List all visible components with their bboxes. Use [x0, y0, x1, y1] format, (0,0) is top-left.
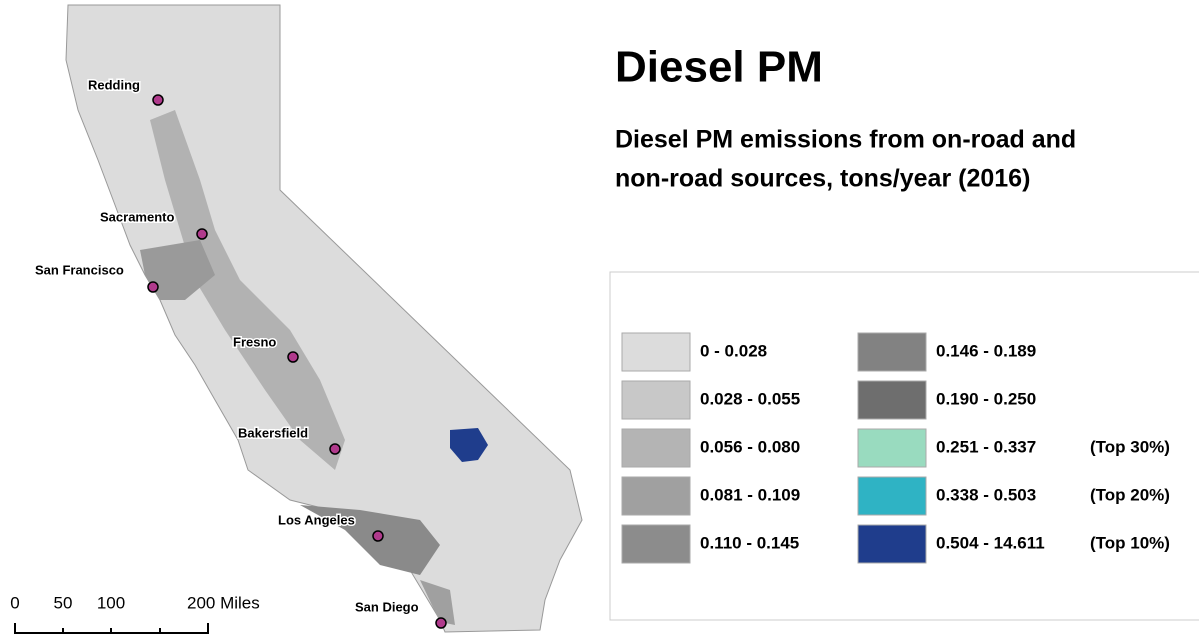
map-title: Diesel PM	[615, 43, 823, 92]
legend-label: 0.110 - 0.145	[700, 533, 799, 552]
scale-label: 100	[97, 593, 125, 612]
city-dot	[196, 228, 208, 240]
legend-label: 0 - 0.028	[700, 341, 767, 360]
legend-label: 0.146 - 0.189	[936, 341, 1036, 360]
city-label: Los Angeles	[278, 512, 355, 527]
legend-swatch	[857, 476, 927, 516]
top-county	[450, 428, 488, 462]
california-map	[65, 4, 583, 633]
legend-swatch	[621, 380, 691, 420]
scale-label: 50	[54, 593, 73, 612]
bay-area	[140, 240, 215, 300]
city-dot	[329, 443, 341, 455]
scale-line	[14, 623, 209, 634]
city-dot	[287, 351, 299, 363]
scale-label: 0	[10, 593, 19, 612]
city-label: Bakersfield	[238, 425, 308, 440]
legend-swatch	[857, 380, 927, 420]
city-label: San Diego	[355, 599, 419, 614]
legend-swatch	[857, 524, 927, 564]
legend-swatch	[621, 476, 691, 516]
subtitle-line: Diesel PM emissions from on-road and	[615, 126, 1076, 154]
legend-note: (Top 10%)	[1090, 533, 1170, 552]
legend-label: 0.338 - 0.503	[936, 485, 1036, 504]
state-outline	[65, 4, 583, 633]
city-label: San Francisco	[35, 262, 124, 277]
legend-note: (Top 30%)	[1090, 437, 1170, 456]
legend-swatch	[857, 428, 927, 468]
city-label: Sacramento	[100, 209, 174, 224]
city-markers: Redding Sacramento San Francisco Fresno Bake…	[34, 76, 447, 629]
legend-note: (Top 20%)	[1090, 485, 1170, 504]
legend-label: 0.081 - 0.109	[700, 485, 800, 504]
legend-swatch	[621, 524, 691, 564]
legend-swatch	[621, 428, 691, 468]
legend-swatch	[857, 332, 927, 372]
scale-bar: 0 50 100 200 Miles	[10, 593, 260, 634]
city-label: Redding	[88, 77, 140, 92]
city-dot	[435, 617, 447, 629]
legend-label: 0.504 - 14.611	[936, 533, 1045, 552]
san-diego-area	[420, 580, 455, 625]
central-valley	[150, 110, 345, 470]
city-label: Fresno	[233, 334, 276, 349]
legend-label: 0.251 - 0.337	[936, 437, 1036, 456]
legend-label: 0.056 - 0.080	[700, 437, 800, 456]
city-dot	[372, 530, 384, 542]
legend-label: 0.028 - 0.055	[700, 389, 800, 408]
scale-label: 200 Miles	[187, 593, 260, 612]
legend-swatch	[621, 332, 691, 372]
legend-label: 0.190 - 0.250	[936, 389, 1036, 408]
city-dot	[152, 94, 164, 106]
legend: 0 - 0.028 0.028 - 0.055 0.056 - 0.080 0.081…	[621, 332, 1170, 564]
los-angeles-basin	[300, 505, 440, 575]
subtitle-line: non-road sources, tons/year (2016)	[615, 165, 1030, 193]
city-dot	[147, 281, 159, 293]
